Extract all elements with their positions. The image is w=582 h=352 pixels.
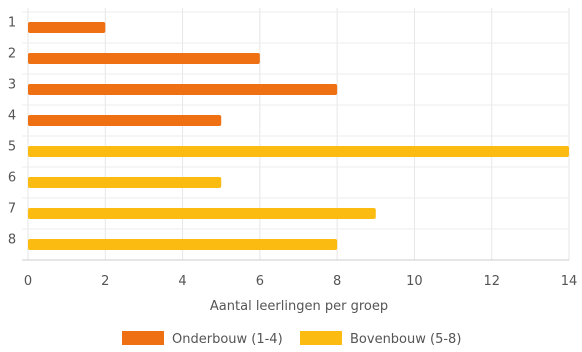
bar (28, 115, 222, 126)
category-label: 5 (8, 140, 16, 155)
legend-label: Onderbouw (1-4) (172, 332, 283, 347)
category-label: 1 (8, 16, 16, 31)
x-tick-label: 14 (561, 274, 578, 289)
legend-swatch (122, 331, 164, 345)
bar (28, 22, 106, 33)
bar (28, 239, 338, 250)
category-label: 4 (8, 109, 16, 124)
x-axis-title: Aantal leerlingen per groep (210, 299, 388, 314)
x-tick-label: 6 (256, 274, 264, 289)
bar (28, 84, 338, 95)
bars (28, 22, 569, 250)
x-tick-label: 4 (178, 274, 186, 289)
bar (28, 146, 569, 157)
grid (22, 8, 570, 261)
legend-swatch (300, 331, 342, 345)
category-label: 7 (8, 202, 16, 217)
category-label: 3 (8, 78, 16, 93)
legend-label: Bovenbouw (5-8) (350, 332, 461, 347)
bar (28, 208, 376, 219)
bar (28, 177, 222, 188)
x-tick-label: 8 (333, 274, 341, 289)
category-labels: 1 2 3 4 5 6 7 8 (8, 16, 16, 248)
legend: Onderbouw (1-4) Bovenbouw (5-8) (122, 331, 461, 347)
x-tick-label: 10 (406, 274, 423, 289)
category-label: 2 (8, 47, 16, 62)
x-tick-label: 0 (24, 274, 32, 289)
bar (28, 53, 260, 64)
category-label: 6 (8, 171, 16, 186)
x-tick-label: 12 (483, 274, 500, 289)
x-tick-labels: 0 2 4 6 8 10 12 14 (24, 274, 577, 289)
category-label: 8 (8, 233, 16, 248)
x-tick-label: 2 (101, 274, 109, 289)
